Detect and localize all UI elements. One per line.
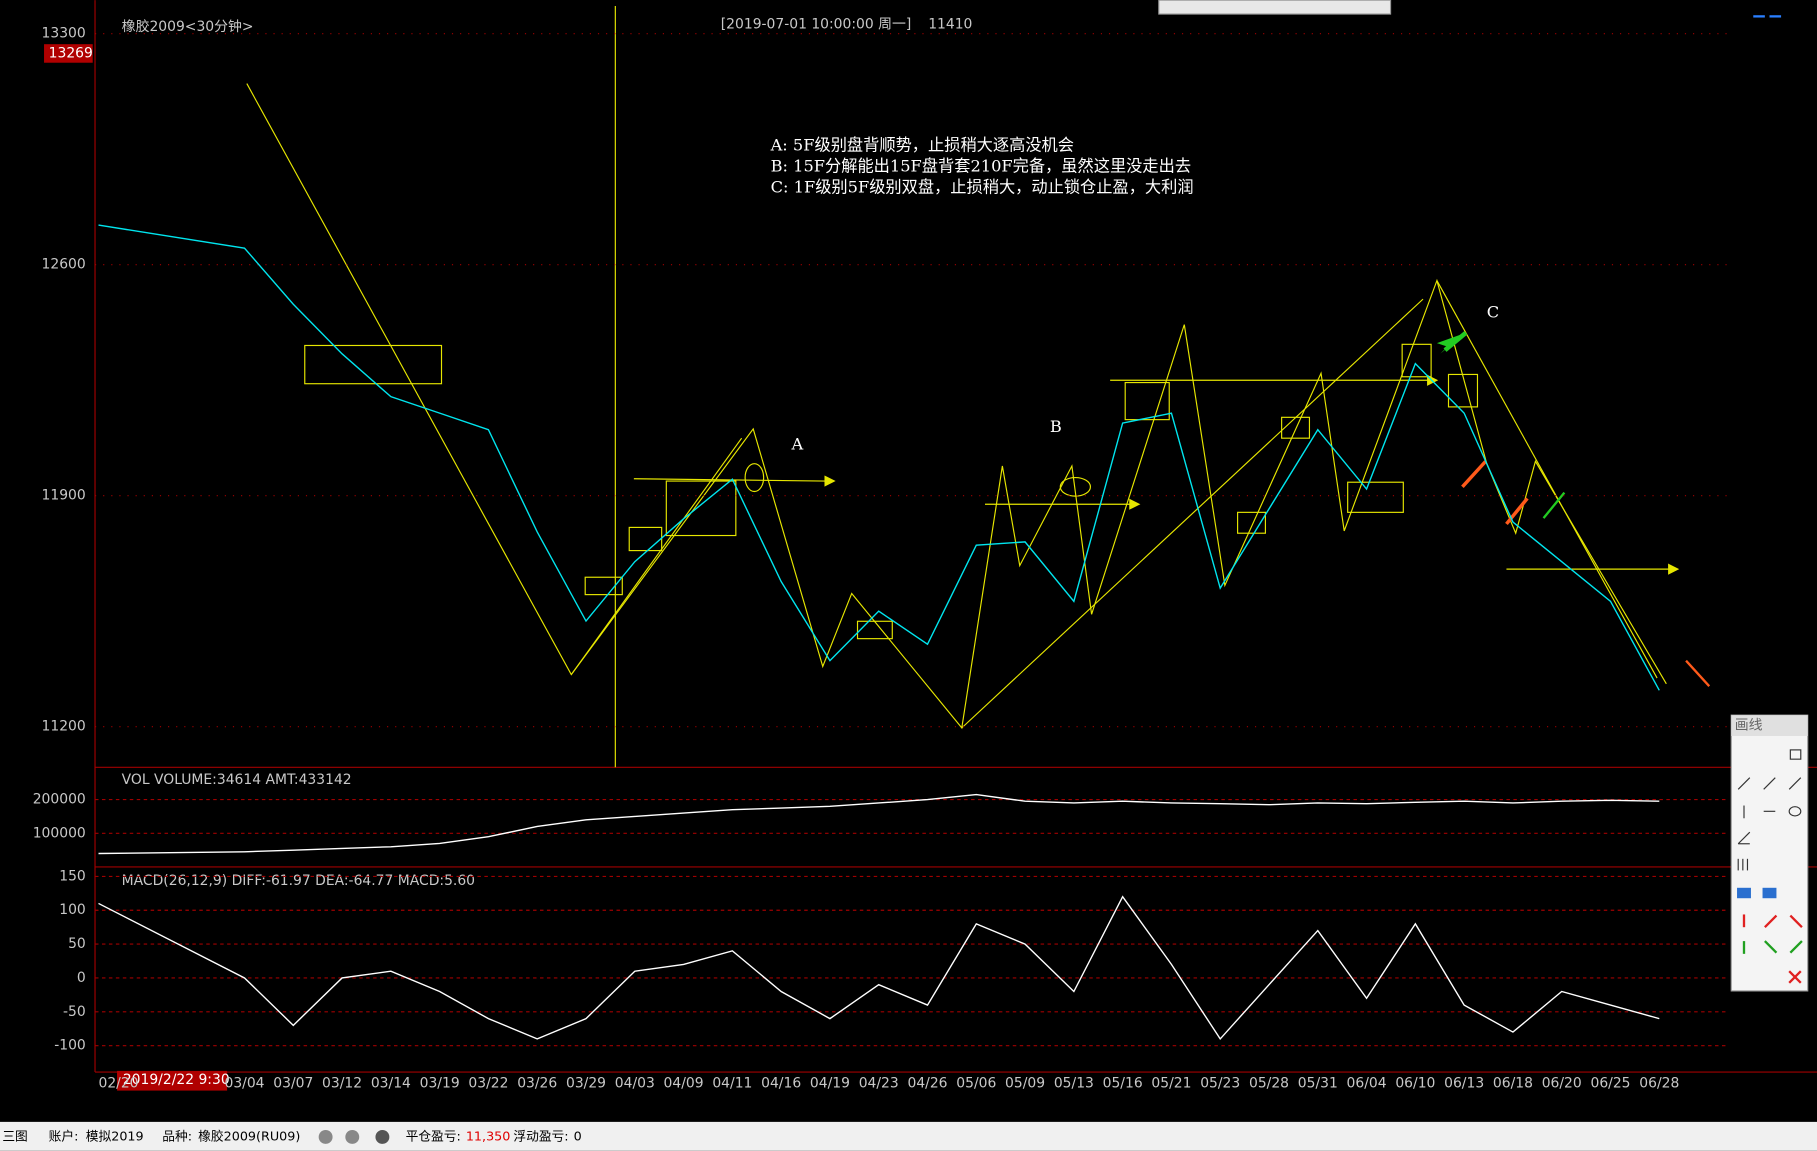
y-tick-label: -100 — [54, 1038, 86, 1054]
series-line — [98, 793, 1660, 855]
x-tick-label: 04/19 — [810, 1076, 850, 1092]
x-tick-label: 03/19 — [420, 1076, 460, 1092]
x-tick-label: 06/04 — [1347, 1076, 1387, 1092]
y-tick-label: 0 — [77, 970, 86, 986]
x-tick-label: 04/16 — [761, 1076, 801, 1092]
x-tick-label: 06/13 — [1444, 1076, 1484, 1092]
x-tick-label: 03/07 — [273, 1076, 313, 1092]
symbol-label: 品种: — [162, 1129, 192, 1144]
cursor-time: [2019-07-01 10:00:00 周一] — [721, 16, 912, 32]
toolbox-title: 画线 — [1735, 718, 1763, 734]
x-tick-label: 06/20 — [1542, 1076, 1582, 1092]
x-tick-label: 05/31 — [1298, 1076, 1338, 1092]
status-bar — [0, 1121, 1817, 1151]
y-tick-label: -50 — [63, 1004, 86, 1020]
series-line — [98, 224, 1660, 691]
y-tick-label: 150 — [59, 868, 86, 884]
float-pl-label: 浮动盈亏: — [513, 1129, 568, 1144]
x-tick-label: 05/09 — [1005, 1076, 1045, 1092]
x-tick-label: 03/26 — [517, 1076, 557, 1092]
x-tick-label: 04/26 — [907, 1076, 947, 1092]
x-tick-label: 05/21 — [1151, 1076, 1191, 1092]
signal-arrows — [1436, 330, 1711, 687]
x-tick-label: 03/22 — [468, 1076, 508, 1092]
y-tick-label: 100 — [59, 902, 86, 918]
cursor-price: 11410 — [928, 16, 972, 32]
top-toolbar[interactable] — [1158, 0, 1392, 15]
high-label-box — [44, 44, 93, 63]
y-tick-label: 12600 — [42, 257, 86, 273]
account-label: 账户: — [49, 1128, 79, 1144]
wave-label: A — [790, 435, 803, 454]
x-tick-label: 03/12 — [322, 1076, 362, 1092]
x-tick-label: 04/23 — [859, 1076, 899, 1092]
drawing-toolbox — [1730, 714, 1809, 992]
account[interactable]: 模拟2019 — [86, 1129, 144, 1144]
y-tick-label: 100000 — [33, 825, 86, 841]
x-tick-label: 05/28 — [1249, 1076, 1289, 1092]
status-icons[interactable] — [318, 1129, 390, 1144]
x-tick-label: 02/20 — [98, 1076, 138, 1092]
chart-title: 橡胶2009<30分钟> — [122, 18, 254, 35]
x-tick-label: 04/03 — [615, 1076, 655, 1092]
panel-frames — [94, 0, 1817, 1073]
x-cursor-label: 2019/2/22 9:30 — [123, 1072, 230, 1088]
y-tick-label: 11900 — [42, 488, 86, 504]
x-tick-label: 04/09 — [664, 1076, 704, 1092]
x-tick-label: 05/13 — [1054, 1076, 1094, 1092]
x-tick-label: 04/11 — [712, 1076, 752, 1092]
x-tick-label: 03/04 — [224, 1076, 264, 1092]
wave-label: C — [1487, 303, 1499, 322]
wave-label: B — [1050, 417, 1062, 436]
x-tick-label: 05/06 — [956, 1076, 996, 1092]
float-pl: 0 — [574, 1129, 582, 1144]
volume-label: VOL VOLUME:34614 AMT:433142 — [122, 772, 352, 788]
y-tick-label: 13300 — [42, 26, 86, 42]
x-tick-label: 03/14 — [371, 1076, 411, 1092]
high-label: 13269 — [49, 45, 93, 61]
mode[interactable]: 三图 — [2, 1129, 27, 1144]
macd-label: MACD(26,12,9) DIFF:-61.97 DEA:-64.77 MAC… — [122, 873, 475, 889]
y-tick-label: 200000 — [33, 792, 86, 808]
annotation: B: 15F分解能出15F盘背套210F完备，虽然这里没走出去 — [771, 157, 1191, 176]
x-tick-label: 05/23 — [1200, 1076, 1240, 1092]
x-tick-label: 06/18 — [1493, 1076, 1533, 1092]
x-tick-label: 06/28 — [1639, 1076, 1679, 1092]
x-cursor-box — [117, 1070, 228, 1091]
x-tick-label: 06/10 — [1395, 1076, 1435, 1092]
x-tick-label: 03/29 — [566, 1076, 606, 1092]
x-tick-label: 05/16 — [1103, 1076, 1143, 1092]
annotation: C: 1F级别5F级别双盘，止损稍大，动止锁仓止盈，大利润 — [771, 177, 1194, 196]
y-tick-label: 50 — [68, 936, 86, 952]
x-tick-label: 06/25 — [1590, 1076, 1630, 1092]
closed-pl-label: 平仓盈亏: — [406, 1129, 461, 1144]
symbol[interactable]: 橡胶2009(RU09) — [198, 1128, 300, 1144]
closed-pl: 11,350 — [466, 1129, 511, 1144]
y-tick-label: 11200 — [42, 719, 86, 735]
series-line — [98, 895, 1660, 1041]
annotation: A: 5F级别盘背顺势，止损稍大逐高没机会 — [770, 136, 1074, 155]
